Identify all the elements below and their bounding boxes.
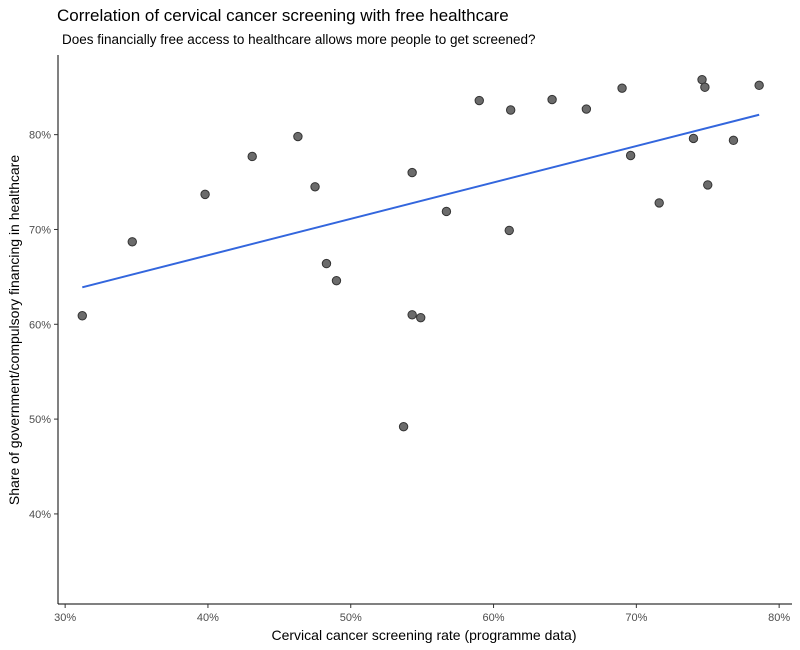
data-point bbox=[754, 80, 764, 91]
data-point bbox=[700, 82, 710, 92]
data-point bbox=[127, 237, 137, 247]
x-axis-title: Cervical cancer screening rate (programm… bbox=[271, 627, 576, 643]
data-point bbox=[416, 312, 426, 323]
x-tick-label: 80% bbox=[768, 612, 790, 624]
y-tick-label: 60% bbox=[29, 319, 51, 331]
data-point bbox=[331, 275, 342, 286]
y-tick-label: 80% bbox=[29, 130, 51, 142]
y-axis-title: Share of government/compulsory financing… bbox=[6, 155, 22, 505]
data-point bbox=[504, 225, 514, 236]
y-tick-label: 70% bbox=[29, 224, 51, 236]
data-point bbox=[321, 258, 332, 269]
y-tick-label: 50% bbox=[29, 414, 51, 426]
chart-subtitle: Does financially free access to healthca… bbox=[62, 32, 536, 47]
data-point bbox=[728, 135, 739, 146]
data-point bbox=[505, 105, 516, 115]
data-point bbox=[200, 189, 210, 200]
chart-title: Correlation of cervical cancer screening… bbox=[57, 6, 509, 25]
data-point bbox=[625, 150, 636, 161]
data-point bbox=[247, 151, 257, 162]
x-tick-label: 30% bbox=[54, 612, 76, 624]
data-point bbox=[688, 133, 699, 144]
data-point bbox=[407, 310, 417, 320]
data-point bbox=[581, 104, 592, 114]
data-point bbox=[703, 180, 713, 190]
data-point bbox=[617, 83, 627, 93]
x-tick-label: 50% bbox=[340, 612, 362, 624]
data-point bbox=[407, 167, 417, 178]
x-tick-label: 70% bbox=[625, 612, 647, 624]
data-point bbox=[474, 95, 484, 106]
data-point bbox=[293, 131, 303, 142]
data-point bbox=[77, 311, 87, 321]
x-tick-label: 40% bbox=[197, 612, 219, 624]
data-point bbox=[654, 198, 664, 208]
data-point bbox=[310, 182, 320, 192]
y-tick-label: 40% bbox=[29, 509, 51, 521]
data-point bbox=[441, 206, 452, 217]
x-tick-label: 60% bbox=[483, 612, 505, 624]
plot-area: 30% 40% 50% 60% 70% 80% 40% 50% 60% 70% 80% bbox=[29, 55, 792, 624]
trend-line bbox=[82, 113, 760, 289]
data-point bbox=[547, 94, 557, 105]
data-point bbox=[398, 421, 409, 432]
